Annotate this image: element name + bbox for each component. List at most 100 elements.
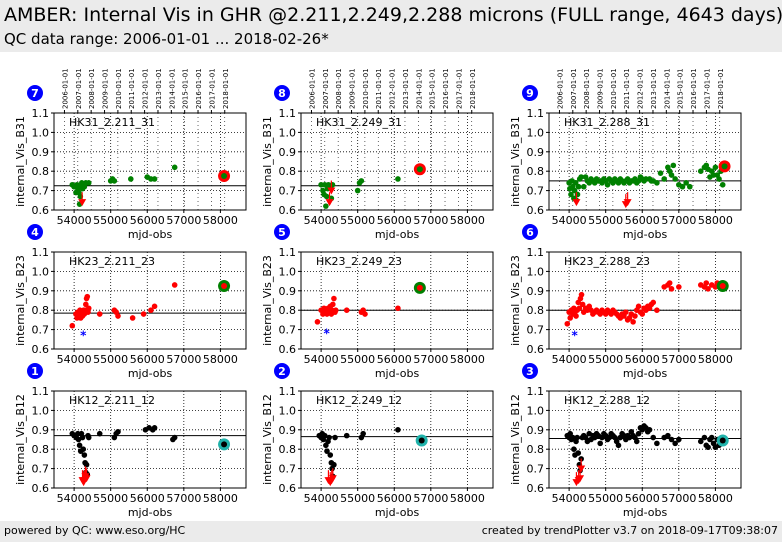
x-tick-label: 54000: [304, 353, 339, 366]
x-tick-label: 58000: [450, 214, 485, 227]
panel-badge-number: 9: [526, 87, 534, 100]
panel-badge-number: 5: [278, 226, 286, 239]
x-tick-label: 55000: [340, 353, 375, 366]
special-point: *: [80, 328, 87, 342]
chart-panel-4: * HK23_2.211_23 54000 55000 56000 57000 58000 0…: [14, 224, 247, 380]
data-point: [83, 461, 90, 468]
chart-panel-1: HK12_2.211_12 54000 55000 56000 57000 58000 0.…: [14, 363, 247, 519]
x-tick-label: 55000: [340, 214, 375, 227]
x-tick-label: 58000: [450, 353, 485, 366]
data-point: [666, 280, 673, 286]
panel-label: HK31_2.211_31: [69, 116, 155, 129]
data-point: [719, 181, 726, 188]
data-point: [654, 180, 660, 186]
y-axis-label: internal_Vis_B12: [14, 394, 27, 485]
data-point: [575, 183, 582, 190]
x-tick-label: 56000: [377, 214, 412, 227]
panel-badge-number: 6: [526, 226, 534, 239]
data-point: [672, 176, 678, 182]
data-point: [668, 172, 675, 178]
y-tick-label: 1.0: [527, 404, 545, 417]
data-point: [633, 438, 640, 445]
date-tick-label: 2012-01-01: [637, 68, 645, 109]
data-point: [635, 303, 642, 310]
plot-frame: [300, 251, 494, 350]
data-point: [148, 307, 154, 313]
data-point: [712, 164, 719, 171]
date-tick-label: 2010-01-01: [610, 68, 618, 109]
x-tick-label: 55000: [588, 214, 623, 227]
panel-badge-number: 4: [31, 226, 39, 239]
data-point: [654, 440, 660, 447]
y-tick-label: 0.8: [527, 165, 545, 178]
x-tick-label: 54000: [57, 492, 92, 505]
y-tick-label: 0.8: [32, 304, 50, 317]
panel-label: HK23_2.211_23: [69, 255, 155, 268]
data-point: [670, 162, 677, 169]
x-tick-label: 55000: [340, 492, 375, 505]
y-axis-label: internal_Vis_B31: [261, 116, 274, 207]
outlier-arrow: [576, 475, 585, 483]
x-tick-label: 56000: [625, 492, 660, 505]
data-point: [639, 311, 646, 317]
y-tick-label: 0.6: [279, 204, 297, 217]
data-point: [576, 305, 583, 312]
data-point: [668, 436, 675, 443]
outlier-arrow: [327, 187, 336, 195]
date-tick-label: 2009-01-01: [349, 68, 357, 109]
y-tick-label: 0.9: [527, 424, 545, 437]
x-axis-label: mjd-obs: [128, 367, 173, 380]
data-point: [654, 307, 660, 313]
x-tick-label: 54000: [57, 214, 92, 227]
y-tick-label: 0.7: [32, 324, 50, 337]
data-point: [575, 450, 582, 456]
x-axis-label: mjd-obs: [623, 506, 668, 519]
y-tick-label: 1.1: [32, 385, 50, 398]
page-title: AMBER: Internal Vis in GHR @2.211,2.249,…: [4, 4, 782, 26]
footer-bar: powered by QC: www.eso.org/HC created by…: [0, 521, 782, 542]
y-axis-label: internal_Vis_B23: [14, 255, 27, 346]
data-point: [395, 305, 401, 312]
x-axis-label: mjd-obs: [128, 506, 173, 519]
data-point: [572, 180, 579, 186]
data-point: [321, 432, 328, 439]
data-point: [354, 187, 361, 194]
panel-badge-number: 8: [278, 87, 286, 100]
x-tick-label: 56000: [377, 353, 412, 366]
footer-created: created by trendPlotter v3.7 on 2018-09-…: [481, 524, 778, 537]
data-point: [716, 176, 722, 182]
x-tick-label: 55000: [588, 353, 623, 366]
data-point: [578, 291, 585, 298]
y-tick-label: 0.9: [32, 146, 50, 159]
data-point: [708, 434, 715, 441]
x-tick-label: 56000: [625, 353, 660, 366]
x-tick-label: 56000: [130, 353, 165, 366]
date-tick-label: 2018-01-01: [717, 68, 725, 109]
y-axis-label: internal_Vis_B31: [14, 116, 27, 207]
y-tick-label: 0.6: [527, 482, 545, 495]
data-point: [329, 181, 336, 188]
data-point: [323, 203, 329, 209]
plot-frame: [53, 390, 247, 489]
chart-panel-2: HK12_2.249_12 54000 55000 56000 57000 58000 0.…: [261, 363, 494, 519]
x-tick-label: 58000: [698, 214, 733, 227]
data-point: [573, 313, 579, 319]
data-point: [83, 301, 89, 308]
y-tick-label: 1.0: [32, 265, 50, 278]
date-tick-label: 2007-01-01: [570, 68, 578, 109]
data-point: [362, 311, 368, 317]
x-tick-label: 57000: [413, 353, 448, 366]
data-point: [331, 461, 337, 468]
data-point: [571, 187, 578, 194]
y-axis-label: internal_Vis_B23: [509, 255, 522, 346]
y-tick-label: 1.1: [279, 107, 297, 120]
plot-frame: [300, 112, 494, 211]
data-point: [646, 427, 653, 433]
y-tick-label: 0.9: [279, 285, 297, 298]
date-tick-label: 2014-01-01: [663, 68, 671, 109]
data-point: [676, 284, 682, 290]
date-tick-label: 2018-01-01: [222, 68, 230, 109]
data-point: [323, 193, 330, 200]
panel-badge: [522, 363, 538, 379]
